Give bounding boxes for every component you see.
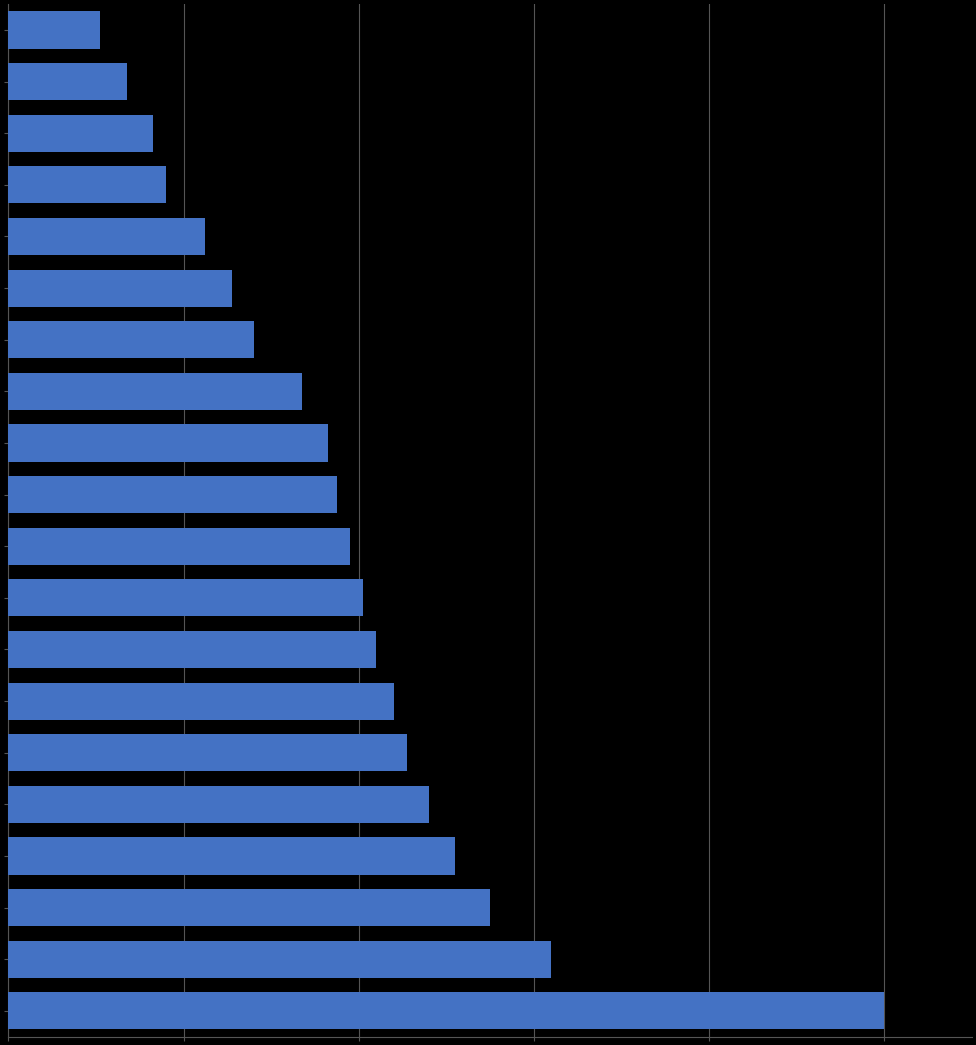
Bar <box>9 270 231 306</box>
Bar <box>9 63 127 100</box>
Bar <box>9 166 166 204</box>
Bar <box>9 631 376 668</box>
Bar <box>9 889 490 926</box>
Bar <box>9 735 407 771</box>
Bar <box>9 373 302 410</box>
Bar <box>9 11 101 48</box>
Bar <box>9 682 393 720</box>
Bar <box>9 115 153 152</box>
Bar <box>9 477 337 513</box>
Bar <box>9 940 551 978</box>
Bar <box>9 321 254 358</box>
Bar <box>9 528 350 564</box>
Bar <box>9 993 884 1029</box>
Bar <box>9 579 363 617</box>
Bar <box>9 786 428 823</box>
Bar <box>9 424 328 462</box>
Bar <box>9 218 205 255</box>
Bar <box>9 837 455 875</box>
